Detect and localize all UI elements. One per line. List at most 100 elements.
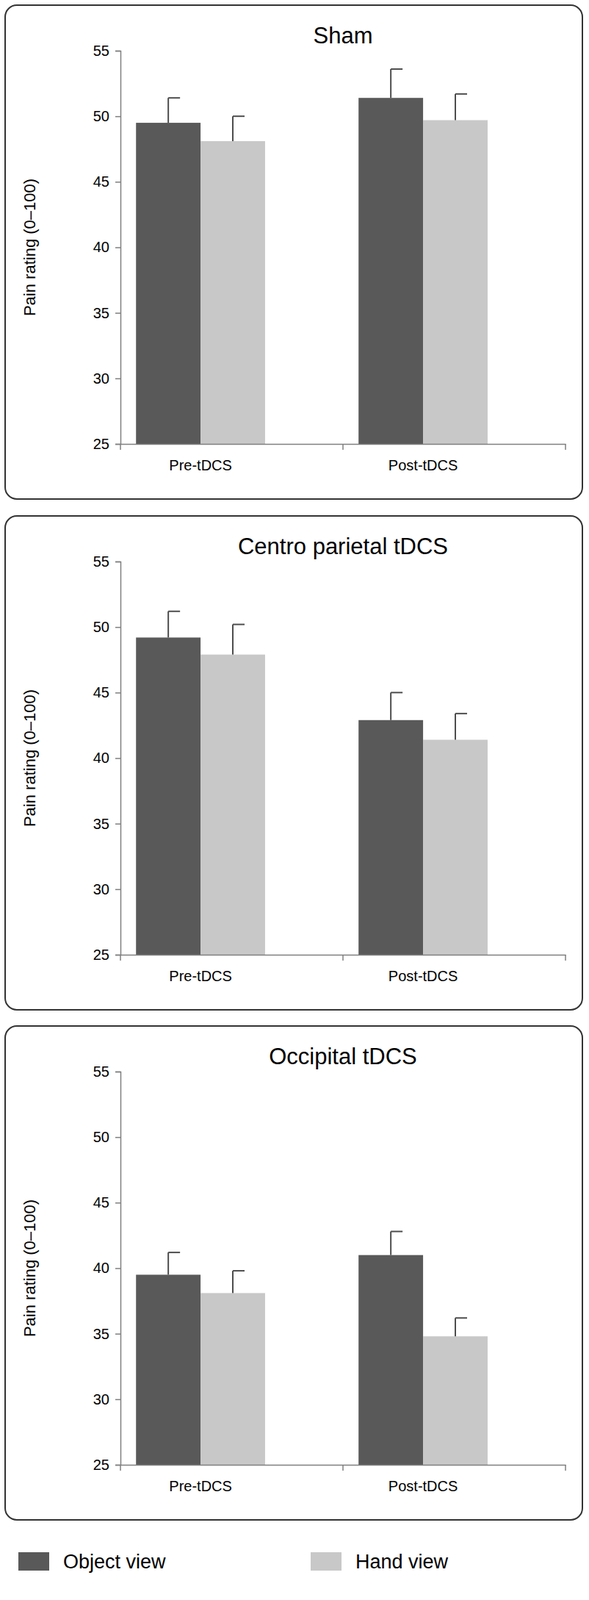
x-tick: Post-tDCS <box>388 443 458 473</box>
error-cap <box>390 68 403 70</box>
y-tick-label: 40 <box>93 238 110 255</box>
error-stem <box>454 94 457 121</box>
x-separator <box>119 443 122 450</box>
y-tick-mark <box>115 1398 121 1400</box>
y-tick-mark <box>115 888 121 891</box>
x-axis: Pre-tDCS Post-tDCS <box>121 954 567 984</box>
bar <box>358 1254 424 1464</box>
error-stem <box>232 624 234 655</box>
y-tick-mark <box>115 181 121 183</box>
chart-title: Occipital tDCS <box>268 1042 418 1069</box>
error-bar <box>390 69 403 98</box>
y-tick-label: 35 <box>93 304 110 321</box>
x-tick-label: Post-tDCS <box>388 967 458 984</box>
series-1 <box>200 94 488 444</box>
y-tick: 40 <box>93 749 121 766</box>
y-tick: 40 <box>93 238 121 255</box>
x-separator <box>564 954 567 960</box>
y-tick-mark <box>115 626 121 628</box>
y-tick: 55 <box>93 1062 121 1079</box>
error-cap <box>390 691 403 693</box>
legend-label: Hand view <box>355 1549 449 1572</box>
x-tick: Pre-tDCS <box>168 443 233 473</box>
y-tick: 35 <box>93 815 121 832</box>
bar <box>423 739 488 955</box>
error-bar <box>390 1230 403 1255</box>
x-separator <box>564 1463 567 1470</box>
y-tick: 50 <box>93 618 121 635</box>
error-stem <box>167 611 169 638</box>
legend-swatch <box>310 1551 342 1570</box>
y-tick: 30 <box>93 880 121 897</box>
error-cap <box>168 96 180 99</box>
panel-frame <box>5 5 583 499</box>
error-bar <box>232 624 245 655</box>
y-tick: 45 <box>93 683 121 700</box>
y-tick-mark <box>115 443 121 446</box>
y-tick-label: 35 <box>93 815 110 832</box>
error-cap <box>390 1230 403 1232</box>
y-tick-label: 40 <box>93 749 110 766</box>
y-tick-label: 35 <box>93 1324 110 1342</box>
legend-item: Hand view <box>310 1549 449 1572</box>
y-tick-label: 30 <box>93 370 110 387</box>
panel: Occipital tDCSPain rating (0–100)2530354… <box>5 1025 583 1519</box>
y-axis-title: Pain rating (0–100) <box>20 688 39 827</box>
error-cap <box>455 712 468 714</box>
error-cap <box>232 1269 245 1271</box>
plot-marks <box>135 1230 488 1464</box>
y-tick-label: 25 <box>93 1455 110 1472</box>
error-stem <box>167 1251 169 1274</box>
x-tick: Post-tDCS <box>388 954 458 984</box>
y-tick: 25 <box>93 1455 121 1472</box>
legend-label: Object view <box>63 1549 166 1572</box>
y-tick-label: 25 <box>93 435 110 452</box>
y-tick: 45 <box>93 173 121 190</box>
y-axis-line <box>115 1071 122 1465</box>
x-tick: Pre-tDCS <box>168 954 233 984</box>
x-separator <box>342 954 344 960</box>
x-separator <box>342 1463 344 1470</box>
error-cap <box>232 623 245 625</box>
bar <box>423 1335 488 1464</box>
y-tick-label: 55 <box>93 1062 110 1079</box>
y-tick-mark <box>115 1136 121 1138</box>
x-separator <box>119 954 122 960</box>
error-bar <box>168 1251 180 1274</box>
panel: ShamPain rating (0–100)25303540455055Pre… <box>5 5 583 499</box>
y-axis-title: Pain rating (0–100) <box>20 1198 39 1336</box>
x-separators <box>120 1463 566 1470</box>
y-tick-label: 45 <box>93 683 110 700</box>
error-bar <box>455 1316 468 1336</box>
y-tick-mark <box>115 116 121 118</box>
bar <box>135 636 201 955</box>
y-tick: 55 <box>93 553 121 570</box>
bar <box>358 97 424 444</box>
error-stem <box>232 116 234 142</box>
y-tick-mark <box>115 1266 121 1269</box>
series-0 <box>135 1230 424 1464</box>
legend: Object view Hand view <box>18 1549 449 1572</box>
error-stem <box>232 1269 234 1292</box>
bar <box>200 654 266 955</box>
y-tick: 30 <box>93 1390 121 1407</box>
bar <box>135 1273 201 1464</box>
chart-title: Sham <box>313 22 374 49</box>
bar <box>200 1291 266 1464</box>
y-tick: 55 <box>93 42 121 59</box>
error-bar <box>232 1269 245 1292</box>
y-tick: 35 <box>93 304 121 321</box>
y-tick: 30 <box>93 370 121 387</box>
y-axis: 25 30 35 40 45 50 55 <box>93 42 122 452</box>
error-bar <box>168 611 180 638</box>
legend-swatch <box>18 1551 50 1570</box>
y-tick-label: 50 <box>93 1128 110 1145</box>
y-tick-mark <box>115 246 121 249</box>
y-axis-line <box>115 51 122 445</box>
error-cap <box>168 1250 180 1253</box>
y-axis: 25303540455055 <box>93 553 122 963</box>
y-tick: 50 <box>93 107 121 125</box>
y-tick-mark <box>115 691 121 694</box>
x-separator <box>342 443 344 450</box>
panel-frame <box>5 515 583 1010</box>
